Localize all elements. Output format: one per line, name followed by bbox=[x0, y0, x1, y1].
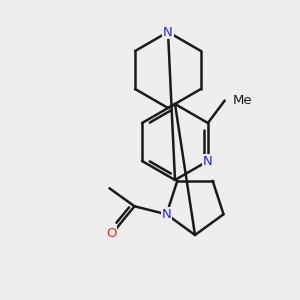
Text: Me: Me bbox=[233, 94, 252, 107]
Text: O: O bbox=[106, 227, 117, 240]
Text: N: N bbox=[162, 208, 171, 221]
Text: N: N bbox=[163, 26, 173, 38]
Text: N: N bbox=[203, 154, 213, 167]
